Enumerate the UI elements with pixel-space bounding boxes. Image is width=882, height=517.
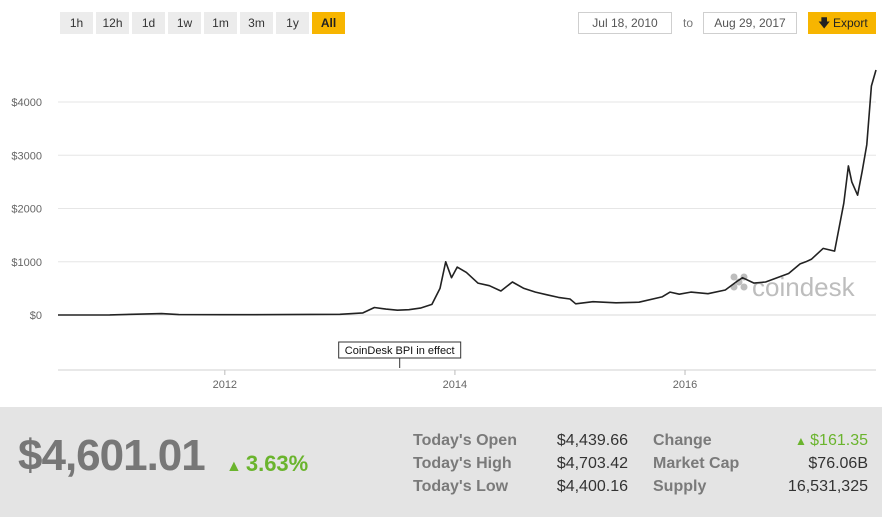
supply-label: Supply (653, 478, 707, 495)
price-line (57, 69, 877, 316)
market-cap-label: Market Cap (653, 455, 740, 472)
market-cap-value: $76.06B (808, 455, 868, 472)
x-tick-label: 2016 (673, 379, 697, 391)
range-1m-button[interactable]: 1m (204, 12, 237, 34)
stats-panel: $4,601.01 ▲ 3.63% Today's Open $4,439.66 … (0, 407, 882, 517)
open-label: Today's Open (413, 432, 517, 449)
up-triangle-icon: ▲ (794, 434, 811, 448)
export-button[interactable]: 🡇 Export (808, 12, 876, 34)
date-from-input[interactable]: Jul 18, 2010 (578, 12, 672, 34)
range-1y-button[interactable]: 1y (276, 12, 309, 34)
range-selector: 1h 12h 1d 1w 1m 3m 1y All (60, 12, 345, 34)
logo-dot (730, 273, 738, 281)
y-tick-label: $0 (30, 310, 42, 322)
price-chart: $0 $1000 $2000 $3000 $4000 coindesk 2012 2014 20… (11, 69, 877, 391)
y-tick-label: $1000 (11, 257, 42, 269)
current-price: $4,601.01 (18, 431, 206, 480)
export-label: Export (833, 16, 868, 30)
range-1w-button[interactable]: 1w (168, 12, 201, 34)
change-value: ▲ $161.35 (760, 432, 868, 450)
range-1d-button[interactable]: 1d (132, 12, 165, 34)
y-tick-label: $4000 (11, 97, 42, 109)
x-tick-label: 2014 (443, 379, 467, 391)
supply-value: 16,531,325 (787, 478, 868, 495)
range-all-button[interactable]: All (312, 12, 345, 34)
low-value: $4,400.16 (556, 478, 628, 495)
range-1h-button[interactable]: 1h (60, 12, 93, 34)
date-to-input[interactable]: Aug 29, 2017 (703, 12, 797, 34)
annotation-label: CoinDesk BPI in effect (345, 345, 455, 357)
range-3m-button[interactable]: 3m (240, 12, 273, 34)
x-tick-label: 2012 (213, 379, 237, 391)
y-tick-label: $2000 (11, 204, 42, 216)
low-label: Today's Low (413, 478, 509, 495)
change-amount: $161.35 (810, 432, 868, 449)
change-label: Change (653, 432, 712, 449)
download-icon: 🡇 (818, 16, 831, 30)
high-value: $4,703.42 (556, 455, 628, 472)
y-tick-label: $3000 (11, 150, 42, 162)
open-value: $4,439.66 (556, 432, 628, 449)
percent-value: 3.63% (245, 451, 309, 476)
watermark-text: coindesk (752, 272, 856, 302)
range-12h-button[interactable]: 12h (96, 12, 129, 34)
percent-change: ▲ 3.63% (226, 451, 308, 477)
up-triangle-icon: ▲ (226, 458, 242, 475)
to-label: to (683, 16, 694, 30)
logo-dot (740, 283, 748, 291)
high-label: Today's High (413, 455, 512, 472)
